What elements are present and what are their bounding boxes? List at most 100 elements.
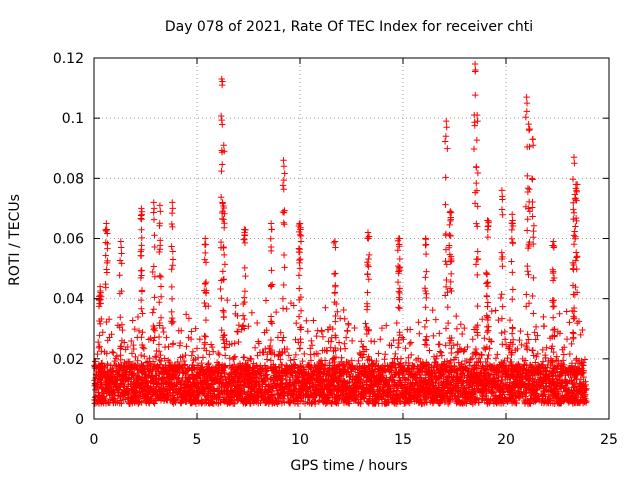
- data-point: [241, 288, 249, 295]
- data-point: [533, 353, 540, 361]
- data-point: [260, 349, 267, 356]
- data-point: [469, 389, 477, 396]
- data-point: [531, 329, 538, 336]
- data-point: [169, 318, 177, 326]
- data-point: [201, 339, 209, 346]
- data-point: [192, 356, 199, 363]
- data-point: [423, 399, 431, 406]
- data-point: [221, 210, 228, 217]
- data-point: [220, 276, 227, 283]
- data-point: [96, 332, 103, 339]
- data-point: [532, 323, 540, 331]
- data-point: [205, 359, 212, 367]
- data-point: [98, 348, 105, 355]
- data-point: [279, 208, 287, 216]
- data-point: [479, 316, 486, 323]
- data-point: [262, 345, 269, 353]
- data-point: [169, 205, 176, 212]
- data-point: [473, 394, 481, 402]
- data-point: [128, 350, 136, 357]
- data-point: [279, 305, 287, 312]
- data-point: [263, 371, 271, 378]
- data-point: [519, 392, 527, 400]
- data-point: [280, 334, 287, 341]
- data-point: [253, 363, 261, 370]
- data-point: [137, 296, 145, 304]
- data-point: [280, 163, 288, 170]
- data-point: [151, 294, 158, 301]
- data-point: [103, 318, 110, 326]
- data-point: [201, 332, 208, 340]
- data-point: [239, 322, 247, 329]
- data-point: [434, 360, 441, 368]
- data-point: [192, 325, 199, 332]
- data-point: [215, 351, 223, 358]
- data-point: [130, 345, 137, 353]
- data-point: [342, 334, 350, 341]
- data-point: [248, 309, 256, 316]
- data-point: [308, 342, 316, 349]
- data-point: [201, 256, 208, 263]
- data-point: [151, 232, 158, 239]
- data-point: [169, 262, 176, 269]
- data-point: [241, 264, 248, 272]
- data-point: [240, 236, 247, 243]
- data-point: [104, 245, 111, 252]
- data-point: [379, 372, 386, 379]
- data-point: [519, 375, 526, 383]
- data-point: [169, 256, 177, 263]
- data-point: [181, 362, 188, 369]
- data-point: [488, 338, 495, 345]
- data-point: [281, 221, 288, 228]
- data-point: [307, 357, 315, 364]
- data-point: [516, 336, 523, 344]
- data-point: [581, 356, 589, 363]
- data-point: [168, 283, 175, 291]
- data-point: [381, 356, 388, 363]
- data-point: [560, 351, 568, 358]
- data-point: [304, 328, 312, 335]
- data-point: [203, 287, 210, 294]
- data-point: [452, 354, 460, 361]
- data-point: [268, 320, 276, 327]
- data-point: [218, 295, 225, 302]
- data-point: [156, 202, 164, 209]
- data-point: [220, 251, 228, 259]
- data-point: [202, 278, 210, 286]
- data-points: [91, 60, 590, 408]
- data-point: [475, 399, 482, 406]
- data-point: [501, 357, 508, 365]
- data-point: [579, 326, 586, 334]
- data-point: [381, 351, 389, 358]
- data-point: [329, 325, 336, 333]
- data-point: [365, 251, 373, 259]
- data-point: [351, 324, 358, 332]
- data-point: [457, 321, 464, 328]
- data-point: [459, 330, 466, 338]
- data-point: [364, 270, 371, 278]
- data-point: [184, 366, 192, 373]
- data-point: [97, 320, 104, 328]
- data-point: [453, 325, 461, 332]
- data-point: [583, 385, 590, 392]
- data-point: [218, 326, 225, 334]
- data-point: [151, 273, 159, 280]
- data-point: [438, 352, 446, 359]
- data-point: [482, 358, 489, 366]
- data-point: [232, 302, 239, 309]
- data-point: [254, 394, 261, 402]
- data-point: [431, 359, 438, 366]
- data-point: [492, 355, 500, 362]
- data-point: [202, 303, 209, 310]
- data-point: [155, 333, 163, 341]
- data-point: [277, 329, 284, 336]
- data-point: [241, 315, 248, 323]
- data-point: [296, 220, 304, 227]
- data-point: [150, 306, 157, 313]
- data-point: [221, 370, 228, 377]
- data-point: [467, 356, 474, 363]
- data-point: [219, 268, 227, 275]
- data-point: [251, 344, 259, 351]
- data-point: [157, 242, 164, 249]
